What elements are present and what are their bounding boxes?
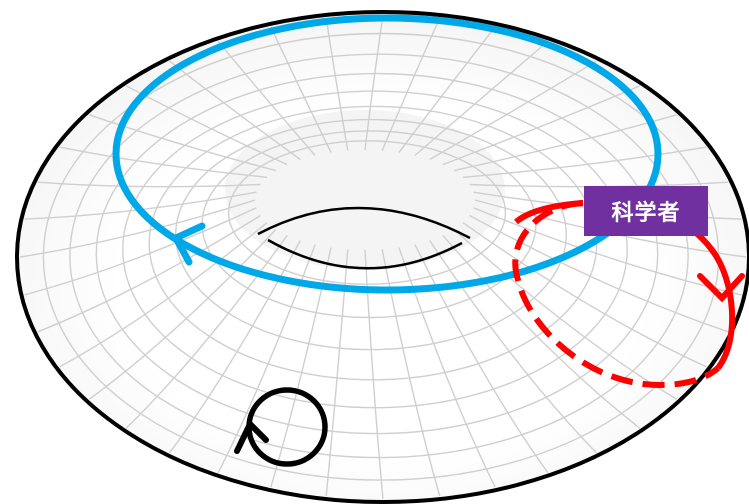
grid-meridian-line [381, 17, 441, 151]
grid-meridian-line [442, 85, 640, 166]
grid-meridian-line [398, 247, 496, 488]
grid-meridian-line [125, 234, 288, 429]
grid-meridian-line [24, 191, 257, 220]
grid-meridian-line [462, 146, 707, 178]
grid-meridian-line [270, 26, 332, 153]
label-text: 科学者 [611, 201, 681, 226]
meridian-loop-back-dashed [512, 200, 721, 389]
longitude-loop-path [112, 14, 662, 294]
grid-meridian-line [364, 14, 384, 151]
arrowhead-icon [234, 418, 269, 454]
torus-hole-shading [225, 110, 505, 270]
torus-hole-outline [257, 206, 471, 270]
grid-meridian-line [462, 222, 707, 368]
meridian-loop-top-solid [514, 200, 584, 225]
grid-meridian-line [19, 199, 256, 258]
grid-meridian-line [89, 114, 277, 172]
arrowhead-icon [697, 273, 745, 303]
torus-outer-outline [15, 10, 749, 504]
grid-meridian-line [414, 40, 549, 156]
grid-meridian-line [442, 234, 641, 429]
grid-meridian-line [325, 17, 349, 151]
grid-latitude-ring [227, 140, 507, 285]
hole-lower-curve [267, 238, 463, 270]
grid-meridian-line [469, 214, 729, 333]
grid-meridian-line [37, 214, 261, 333]
grid-meridian-line [24, 207, 257, 296]
contractible-loop [234, 387, 328, 467]
grid-latitude-ring [95, 72, 659, 435]
grid-meridian-line [429, 60, 597, 161]
hole-upper-curve [257, 206, 471, 240]
grid-meridian-line [37, 181, 261, 188]
arrowhead-icon [171, 222, 206, 266]
grid-meridian-line [217, 244, 316, 473]
grid-latitude-ring [69, 53, 689, 459]
grid-meridian-line [398, 26, 496, 153]
grid-meridian-line [429, 240, 597, 454]
grid-meridian-line [169, 60, 301, 161]
label-badge: 科学者 [584, 186, 708, 236]
grid-meridian-line [414, 244, 549, 474]
grid-meridian-line [88, 228, 277, 400]
grid-meridian-line [217, 40, 316, 156]
grid-meridian-line [169, 240, 301, 454]
grid-meridian-line [59, 222, 268, 368]
grid-latitude-ring [122, 90, 628, 409]
longitude-loop [112, 14, 662, 294]
